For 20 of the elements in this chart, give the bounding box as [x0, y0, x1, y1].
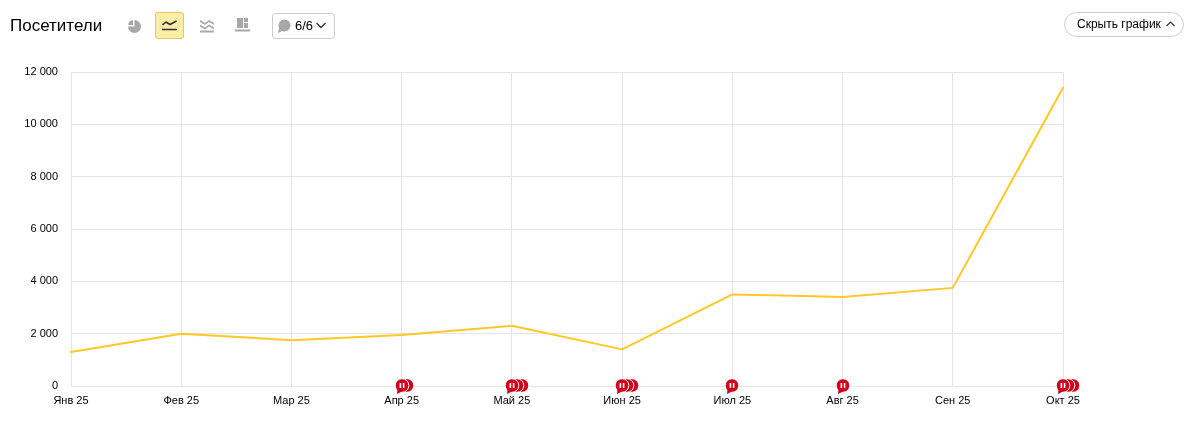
y-tick-label: 12 000 [24, 65, 58, 78]
x-tick-label: Окт 25 [1046, 393, 1080, 406]
x-tick-label: Июл 25 [713, 393, 752, 406]
y-tick-label: 0 [51, 379, 58, 392]
x-tick-label: Авг 25 [826, 393, 859, 406]
text: 6/6 [295, 18, 314, 34]
x-tick-label: Май 25 [493, 393, 531, 406]
x-tick-label: Апр 25 [384, 393, 420, 406]
x-tick-label: Сен 25 [935, 393, 971, 406]
y-tick-label: 4 000 [30, 274, 58, 287]
x-tick-label: Мар 25 [273, 393, 310, 406]
x-tick-label: Фев 25 [163, 393, 200, 406]
x-tick-label: Янв 25 [53, 393, 89, 406]
y-tick-label: 8 000 [30, 169, 58, 182]
y-tick-label: 10 000 [24, 117, 58, 130]
y-tick-label: 2 000 [30, 326, 58, 339]
text: Скрыть график [1077, 17, 1161, 32]
chart-title: Посетители [10, 15, 103, 37]
y-tick-label: 6 000 [30, 222, 58, 235]
x-tick-label: Июн 25 [603, 393, 641, 406]
